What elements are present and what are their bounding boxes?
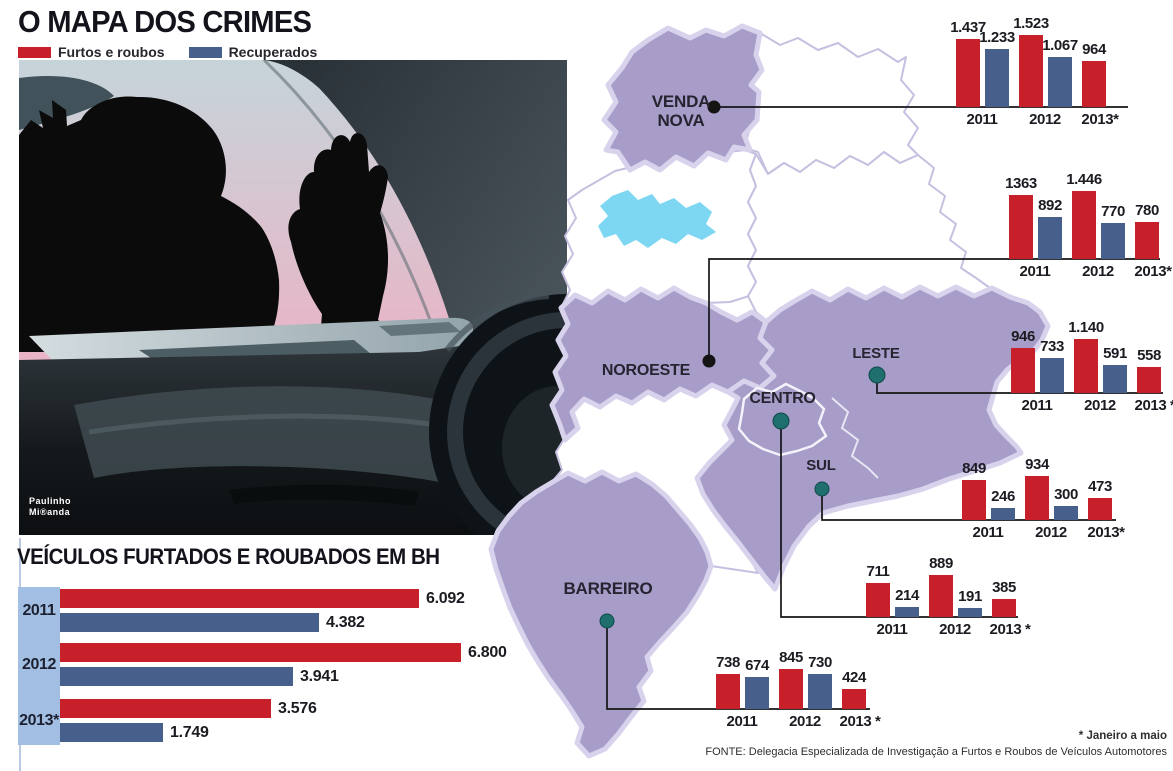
year-label: 2013 *: [1134, 397, 1173, 414]
year-label: 2012: [939, 621, 971, 638]
bar-furtos: [1088, 498, 1112, 520]
legend-swatch-recuperados: [188, 46, 222, 58]
attacker-silhouette: [19, 96, 280, 352]
bar-recuperados: [1048, 57, 1072, 107]
bar-value-label: 4.382: [326, 614, 365, 631]
bar-value-label: 6.092: [426, 590, 465, 607]
door-handle: [379, 322, 461, 336]
bar-value-label: 964: [1082, 41, 1106, 58]
source-credit: FONTE: Delegacia Especializada de Invest…: [705, 746, 1167, 758]
year-label: 2013 *: [989, 621, 1031, 638]
bar-value-label: 1.749: [170, 724, 209, 741]
bar-recuperados: [60, 613, 319, 632]
bar-recuperados: [60, 723, 163, 742]
bar-recuperados: [745, 677, 769, 709]
year-label: 2012: [1084, 397, 1116, 414]
bar-recuperados: [1040, 358, 1064, 393]
bar-furtos: [956, 39, 980, 107]
legend-swatch-furtos: [18, 46, 51, 58]
bar-furtos: [1082, 61, 1106, 107]
bar-value-label: 780: [1135, 202, 1159, 219]
bar-recuperados: [991, 508, 1015, 520]
legend: Furtos e roubos Recuperados: [18, 44, 341, 60]
year-label: 2012: [789, 713, 821, 730]
bar-value-label: 6.800: [468, 644, 507, 661]
legend-label-furtos: Furtos e roubos: [58, 44, 165, 60]
year-label: 2011: [726, 713, 758, 730]
bar-value-label: 3.576: [278, 700, 317, 717]
carjacking-illustration-art: [19, 60, 567, 535]
year-label: 2011: [966, 111, 998, 128]
bar-furtos: [992, 599, 1016, 617]
bar-value-label: 558: [1137, 347, 1161, 364]
bar-furtos: [60, 589, 419, 608]
bar-recuperados: [1103, 365, 1127, 393]
door-slot: [229, 484, 419, 506]
header: O MAPA DOS CRIMES Furtos e roubos Recupe…: [18, 4, 341, 60]
bar-recuperados: [60, 667, 293, 686]
carjacking-illustration: Paulinho Mi®anda: [19, 60, 567, 535]
artist-credit: Paulinho Mi®anda: [29, 496, 71, 518]
bar-recuperados: [1101, 223, 1125, 259]
bar-recuperados: [985, 49, 1009, 107]
bar-furtos: [60, 699, 271, 718]
bar-recuperados: [1038, 217, 1062, 259]
bar-furtos: [716, 674, 740, 709]
year-label: 2011: [876, 621, 908, 638]
bh-chart-title: VEÍCULOS FURTADOS E ROUBADOS EM BH: [17, 544, 440, 569]
door-panel: [74, 386, 544, 500]
year-label: 2013*: [1087, 524, 1125, 541]
bar-value-label: 1.446: [1066, 171, 1102, 188]
bar-value-label: 889: [929, 555, 953, 572]
bar-furtos: [1135, 222, 1159, 259]
year-label: 2012: [22, 656, 56, 673]
year-band: [18, 587, 60, 745]
bar-value-label: 1.067: [1042, 37, 1078, 54]
bar-value-label: 473: [1088, 478, 1112, 495]
bar-recuperados: [1054, 506, 1078, 520]
year-label: 2013*: [1134, 263, 1172, 280]
artist-credit-line2: Mi®anda: [29, 507, 71, 517]
bar-furtos: [779, 669, 803, 709]
bar-value-label: 424: [842, 669, 866, 686]
bar-recuperados: [895, 607, 919, 617]
bar-furtos: [1137, 367, 1161, 393]
artist-credit-line1: Paulinho: [29, 496, 71, 506]
year-label: 2012: [1029, 111, 1061, 128]
bar-value-label: 934: [1025, 456, 1049, 473]
year-label: 2013*: [19, 712, 59, 729]
bar-value-label: 1363: [1005, 175, 1037, 192]
bar-furtos: [1009, 195, 1033, 259]
bar-furtos: [1072, 191, 1096, 259]
bar-value-label: 1.437: [950, 19, 986, 36]
bar-furtos: [1019, 35, 1043, 107]
footnote: * Janeiro a maio: [1078, 730, 1167, 742]
bar-furtos: [60, 643, 461, 662]
bar-furtos: [842, 689, 866, 709]
wheel-highlight: [444, 293, 550, 352]
bar-value-label: 1.523: [1013, 15, 1049, 32]
bar-value-label: 1.140: [1068, 319, 1104, 336]
bar-recuperados: [958, 608, 982, 617]
page-title: O MAPA DOS CRIMES: [18, 4, 312, 39]
year-label: 2011: [22, 602, 56, 619]
legend-label-recuperados: Recuperados: [228, 44, 318, 60]
year-label: 2013 *: [839, 713, 881, 730]
bar-value-label: 385: [992, 579, 1016, 596]
victim-hand-silhouette: [288, 132, 417, 352]
year-label: 2013*: [1081, 111, 1119, 128]
bar-value-label: 770: [1101, 203, 1125, 220]
bar-value-label: 892: [1038, 197, 1062, 214]
bar-value-label: 1.233: [979, 29, 1015, 46]
steering-wheel-rim: [447, 312, 567, 535]
bar-value-label: 3.941: [300, 668, 339, 685]
